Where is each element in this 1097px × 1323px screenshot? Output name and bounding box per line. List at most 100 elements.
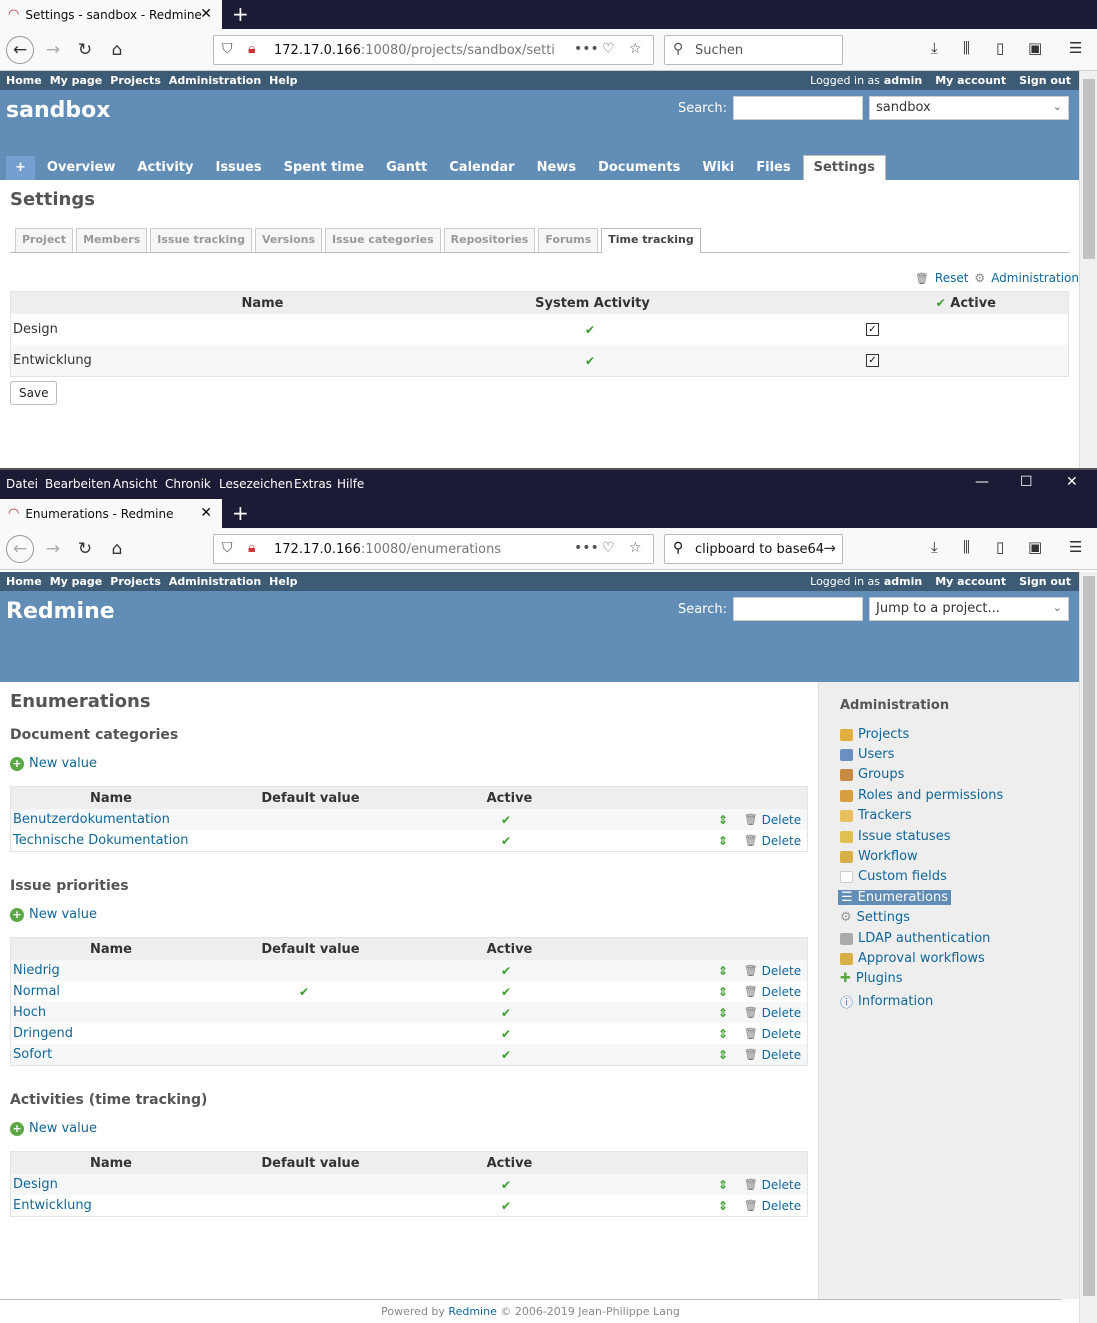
my-account-link[interactable]: My account — [935, 575, 1007, 588]
more-icon[interactable]: ••• — [574, 540, 599, 556]
shield-icon[interactable]: ⛉ — [222, 540, 233, 556]
delete-link[interactable]: Delete — [761, 963, 802, 978]
quick-search-input[interactable] — [733, 96, 863, 120]
tab-documents[interactable]: Documents — [588, 156, 691, 180]
top-menu-home[interactable]: Home — [6, 74, 42, 87]
row-name-link[interactable]: Normal — [13, 984, 61, 999]
settings-tab-issue-tracking[interactable]: Issue tracking — [150, 228, 252, 252]
delete-link[interactable]: Delete — [761, 984, 802, 999]
sidebar-item-users[interactable]: Users — [840, 747, 894, 762]
project-title[interactable]: sandbox — [6, 98, 111, 123]
row-name-link[interactable]: Niedrig — [13, 963, 60, 978]
tab-activity[interactable]: Activity — [127, 156, 204, 180]
sidebar-toggle-icon[interactable]: ▯ — [996, 538, 1005, 556]
top-menu-help[interactable]: Help — [269, 575, 298, 588]
menu-lesezeichen[interactable]: Lesezeichen — [219, 477, 293, 491]
browser-search-input[interactable]: ⚲ Suchen — [664, 35, 843, 65]
tab-news[interactable]: News — [526, 156, 587, 180]
library-icon[interactable]: ⫼ — [963, 39, 970, 57]
reorder-icon[interactable]: ⇕ — [718, 984, 729, 999]
top-menu-my-page[interactable]: My page — [49, 575, 103, 588]
bookmark-star-icon[interactable]: ☆ — [629, 41, 642, 57]
bookmark-star-icon[interactable]: ☆ — [629, 540, 642, 556]
top-menu-administration[interactable]: Administration — [168, 575, 262, 588]
row-name-link[interactable]: Dringend — [13, 1026, 73, 1041]
top-menu-administration[interactable]: Administration — [168, 74, 262, 87]
close-tab-icon[interactable]: ✕ — [200, 6, 212, 22]
reorder-icon[interactable]: ⇕ — [718, 963, 729, 978]
delete-link[interactable]: Delete — [761, 1005, 802, 1020]
sidebar-item-issue-statuses[interactable]: Issue statuses — [840, 829, 950, 844]
settings-tab-forums[interactable]: Forums — [538, 228, 599, 252]
download-icon[interactable]: ⤓ — [931, 538, 938, 556]
scrollbar[interactable] — [1079, 572, 1097, 1323]
back-icon[interactable]: ← — [6, 535, 34, 563]
tab-spent-time[interactable]: Spent time — [273, 156, 375, 180]
hamburger-menu-icon[interactable]: ☰ — [1069, 538, 1083, 556]
reorder-icon[interactable]: ⇕ — [718, 1026, 729, 1041]
administration-link[interactable]: Administration — [991, 271, 1079, 285]
forward-icon[interactable]: → — [45, 539, 61, 559]
more-icon[interactable]: ••• — [574, 41, 599, 57]
minimize-icon[interactable]: — — [975, 474, 989, 490]
pocket-icon[interactable]: ♡ — [602, 41, 615, 57]
delete-link[interactable]: Delete — [761, 1026, 802, 1041]
tab-wiki[interactable]: Wiki — [692, 156, 745, 180]
search-go-icon[interactable]: → — [823, 539, 836, 557]
logged-in-user[interactable]: admin — [883, 74, 923, 87]
reorder-icon[interactable]: ⇕ — [718, 812, 729, 827]
reorder-icon[interactable]: ⇕ — [718, 1005, 729, 1020]
reorder-icon[interactable]: ⇕ — [718, 1047, 729, 1062]
project-jump-select[interactable]: sandbox ⌄ — [869, 96, 1069, 120]
top-menu-projects[interactable]: Projects — [110, 575, 161, 588]
new-tab-icon[interactable]: + — [232, 2, 249, 26]
scrollbar[interactable] — [1079, 71, 1097, 468]
sidebar-item-ldap[interactable]: LDAP authentication — [840, 931, 990, 946]
project-jump-select[interactable]: Jump to a project... ⌄ — [869, 597, 1069, 621]
menu-chronik[interactable]: Chronik — [165, 477, 211, 491]
sidebar-item-approval-workflows[interactable]: Approval workflows — [840, 951, 985, 966]
sidebar-item-workflow[interactable]: Workflow — [840, 849, 918, 864]
menu-hilfe[interactable]: Hilfe — [337, 477, 365, 491]
settings-tab-members[interactable]: Members — [76, 228, 148, 252]
menu-datei[interactable]: Datei — [6, 477, 39, 491]
tab-new-object[interactable]: + — [6, 156, 35, 180]
tab-issues[interactable]: Issues — [205, 156, 272, 180]
sidebar-toggle-icon[interactable]: ▯ — [996, 39, 1005, 57]
row-name-link[interactable]: Sofort — [13, 1047, 53, 1062]
menu-extras[interactable]: Extras — [294, 477, 332, 491]
tab-calendar[interactable]: Calendar — [439, 156, 525, 180]
row-name-link[interactable]: Benutzerdokumentation — [13, 812, 170, 827]
sidebar-item-roles[interactable]: Roles and permissions — [840, 788, 1003, 803]
row-name-link[interactable]: Entwicklung — [13, 1198, 92, 1213]
back-icon[interactable]: ← — [6, 36, 34, 64]
sidebar-item-plugins[interactable]: ✚ Plugins — [840, 971, 903, 986]
settings-tab-versions[interactable]: Versions — [254, 228, 323, 252]
reset-link[interactable]: Reset — [934, 271, 969, 285]
maximize-icon[interactable]: ☐ — [1020, 474, 1033, 490]
reorder-icon[interactable]: ⇕ — [718, 1198, 729, 1213]
logged-in-user[interactable]: admin — [883, 575, 923, 588]
new-value-link[interactable]: + New value — [10, 907, 97, 922]
delete-link[interactable]: Delete — [761, 812, 802, 827]
extension-icon[interactable]: ▣ — [1028, 538, 1043, 556]
browser-search-input[interactable]: ⚲ clipboard to base64 → — [664, 534, 843, 564]
app-title[interactable]: Redmine — [6, 599, 115, 624]
new-value-link[interactable]: + New value — [10, 756, 97, 771]
settings-tab-project[interactable]: Project — [15, 228, 74, 252]
sidebar-item-projects[interactable]: Projects — [840, 727, 909, 742]
close-tab-icon[interactable]: ✕ — [200, 505, 212, 521]
library-icon[interactable]: ⫼ — [963, 538, 970, 556]
settings-tab-time-tracking[interactable]: Time tracking — [601, 228, 701, 253]
url-bar[interactable]: ⛉ 🔒︎ 172.17.0.166:10080/enumerations •••… — [213, 534, 654, 564]
row-name-link[interactable]: Hoch — [13, 1005, 47, 1020]
sign-out-link[interactable]: Sign out — [1019, 575, 1071, 588]
sidebar-item-trackers[interactable]: Trackers — [840, 808, 912, 823]
insecure-lock-icon[interactable]: 🔒︎ — [248, 540, 256, 556]
home-icon[interactable]: ⌂ — [111, 40, 123, 60]
my-account-link[interactable]: My account — [935, 74, 1007, 87]
menu-ansicht[interactable]: Ansicht — [113, 477, 158, 491]
sidebar-item-enumerations[interactable]: ☰ Enumerations — [838, 890, 951, 905]
browser-tab[interactable]: ◠ Settings - sandbox - Redmine ✕ — [0, 0, 222, 29]
home-icon[interactable]: ⌂ — [111, 539, 123, 559]
